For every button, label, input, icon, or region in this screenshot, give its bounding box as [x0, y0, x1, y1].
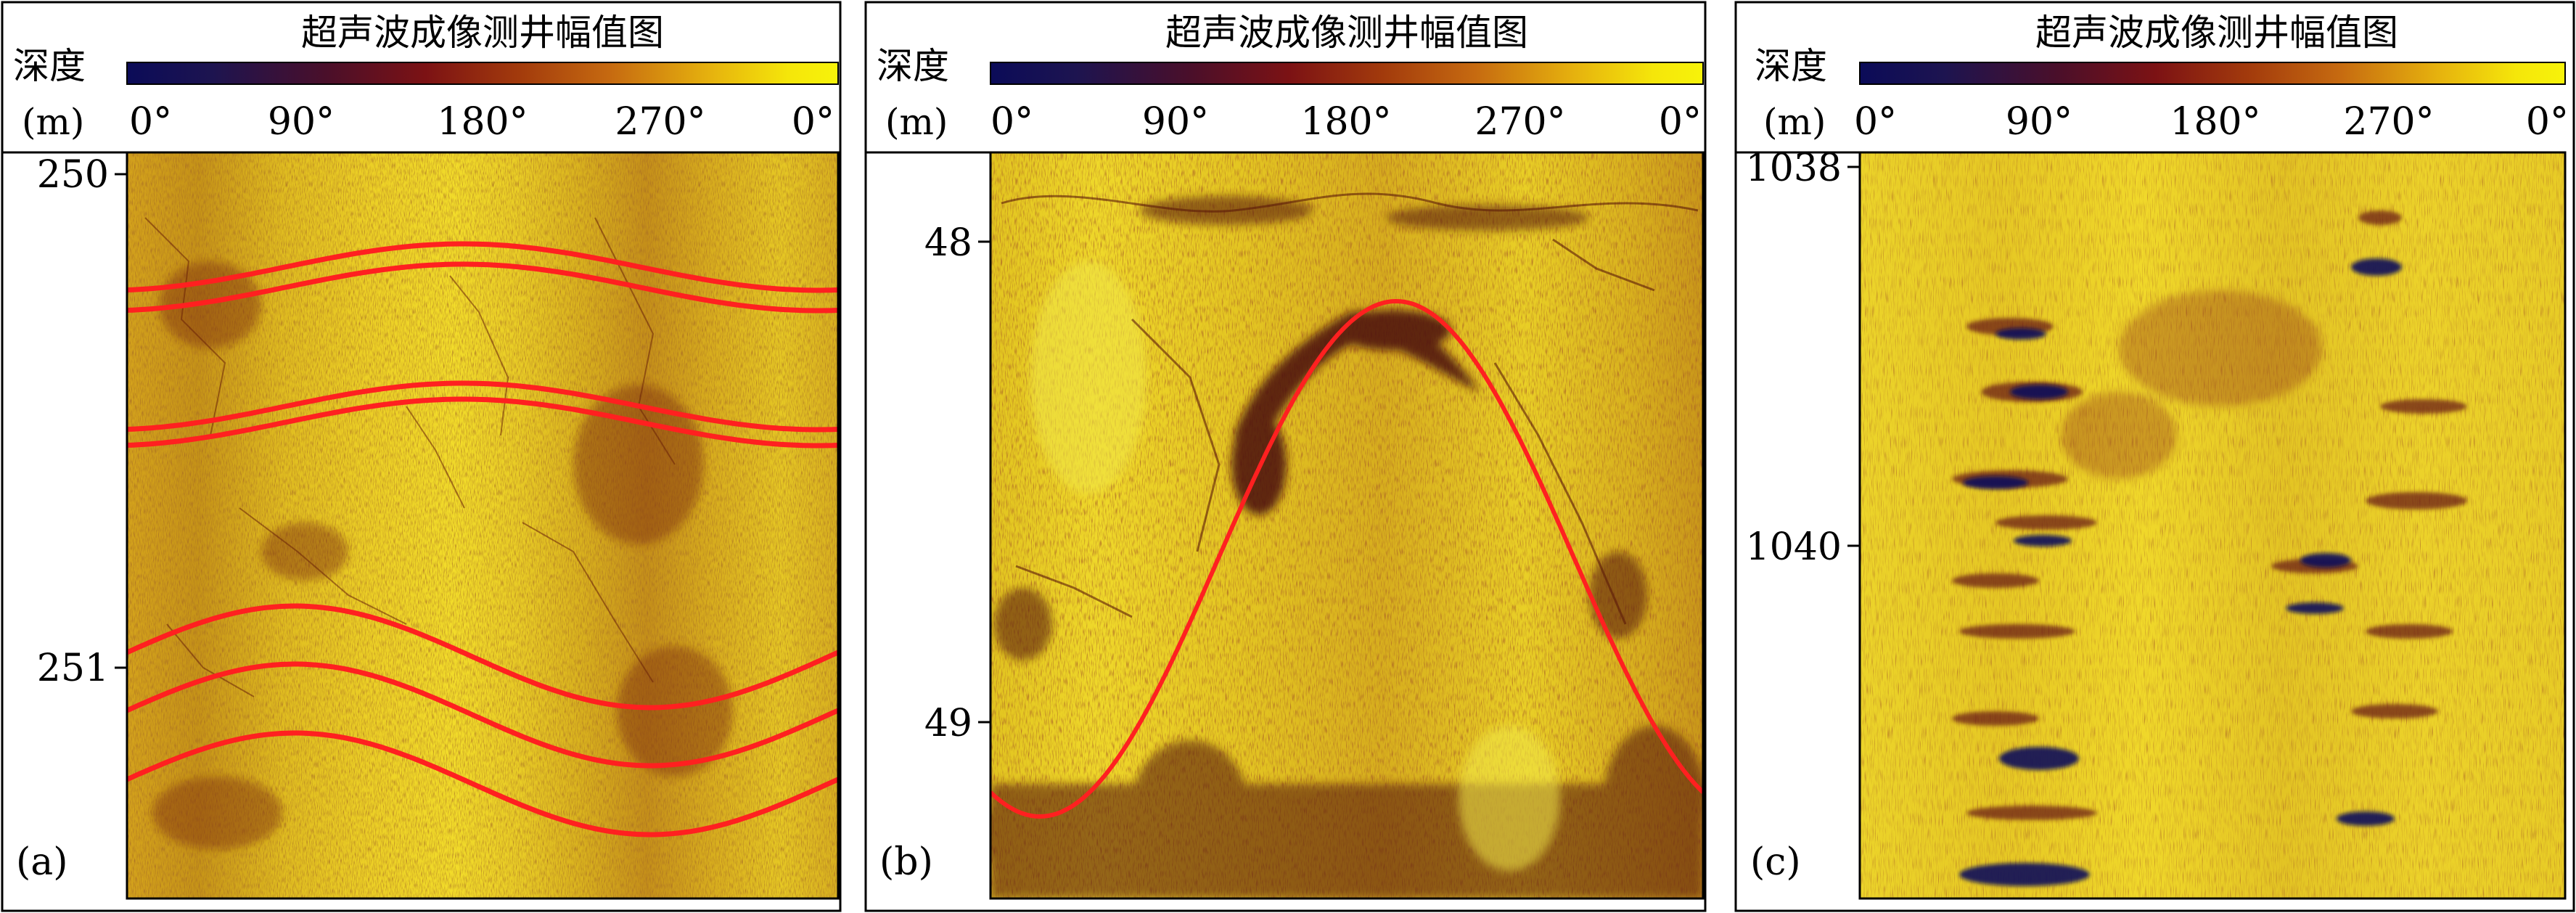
sinusoid-trace — [127, 730, 838, 838]
panel-c: 超声波成像测井幅值图 深度 (m) 0° 90° 180° 270° 0° — [1734, 1, 2575, 912]
image-log-a — [127, 152, 838, 898]
panel-title: 超声波成像测井幅值图 — [1165, 12, 1528, 54]
azimuth-ticks: 0° 90° 180° 270° 0° — [990, 100, 1702, 144]
sinusoid-traces — [990, 298, 1703, 819]
depth-tick-label: 251 — [37, 647, 109, 690]
image-log-c — [1860, 152, 2565, 898]
azimuth-ticks: 0° 90° 180° 270° 0° — [1854, 100, 2569, 144]
sinusoid-traces — [127, 241, 838, 838]
depth-tick-label: 48 — [924, 221, 972, 265]
colorbar — [1859, 62, 2566, 85]
azimuth-tick: 270° — [615, 100, 705, 144]
image-frame — [989, 151, 1705, 900]
sinusoid-trace — [127, 603, 838, 711]
panel-a: 超声波成像测井幅值图 深度 (m) 0° 90° 180° 270° 0° — [1, 1, 842, 912]
depth-label: 深度 — [877, 45, 949, 87]
depth-tick-label: 1038 — [1746, 147, 1842, 190]
azimuth-tick: 0° — [990, 100, 1033, 144]
colorbar — [126, 62, 839, 85]
sinusoid-trace — [990, 298, 1703, 819]
depth-axis: 48 49 — [924, 221, 990, 745]
panel-frame — [1734, 1, 2575, 912]
unit-label: (m) — [1763, 101, 1826, 143]
panel-title: 超声波成像测井幅值图 — [2035, 12, 2398, 54]
azimuth-tick: 90° — [1142, 100, 1209, 144]
image-frame — [126, 151, 840, 900]
azimuth-tick: 0° — [1659, 100, 1702, 144]
sinusoid-trace — [127, 396, 838, 449]
panel-label: (a) — [16, 840, 68, 884]
panel-title: 超声波成像测井幅值图 — [301, 12, 664, 54]
azimuth-tick: 270° — [2343, 100, 2434, 144]
depth-label: 深度 — [1755, 45, 1827, 87]
panel-frame — [864, 1, 1707, 912]
panel-frame — [1, 1, 842, 912]
azimuth-tick: 0° — [2526, 100, 2569, 144]
azimuth-tick: 0° — [129, 100, 172, 144]
azimuth-tick: 180° — [2170, 100, 2260, 144]
sinusoid-trace — [127, 380, 838, 433]
azimuth-tick: 90° — [2006, 100, 2072, 144]
panel-label: (b) — [879, 840, 933, 884]
unit-label: (m) — [22, 101, 84, 143]
colorbar — [990, 62, 1704, 85]
azimuth-tick: 0° — [1854, 100, 1897, 144]
panel-b: 超声波成像测井幅值图 深度 (m) 0° 90° 180° 270° 0° — [864, 1, 1707, 912]
azimuth-tick: 270° — [1474, 100, 1565, 144]
panel-label: (c) — [1750, 840, 1801, 884]
image-frame — [1858, 151, 2567, 900]
depth-tick-label: 1040 — [1746, 525, 1842, 569]
azimuth-tick: 0° — [792, 100, 834, 144]
depth-axis: 250 251 — [37, 153, 127, 690]
sinusoid-trace — [127, 241, 838, 293]
azimuth-ticks: 0° 90° 180° 270° 0° — [129, 100, 834, 144]
azimuth-tick: 180° — [437, 100, 528, 144]
depth-axis: 1038 1040 — [1746, 147, 1860, 569]
depth-tick-label: 250 — [37, 153, 109, 197]
azimuth-tick: 180° — [1300, 100, 1391, 144]
depth-label: 深度 — [13, 45, 86, 87]
sinusoid-trace — [127, 661, 838, 769]
azimuth-tick: 90° — [268, 100, 335, 144]
sinusoid-trace — [127, 261, 838, 314]
image-log-b — [990, 152, 1703, 898]
depth-tick-label: 49 — [924, 702, 972, 745]
unit-label: (m) — [885, 101, 948, 143]
